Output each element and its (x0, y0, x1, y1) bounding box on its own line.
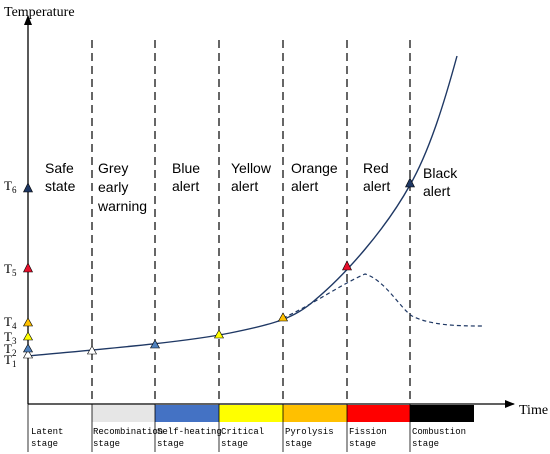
stage-bar-critical (219, 405, 283, 422)
y-tick-T1: T1 (4, 352, 16, 369)
stage-bar-combustion (410, 405, 474, 422)
stage-label-dividers (27, 404, 411, 452)
stage-bar-pyrolysis (283, 405, 347, 422)
y-tick-T6: T6 (4, 178, 17, 195)
marker-blue-point (149, 339, 161, 349)
marker-red-point (342, 260, 352, 271)
stage-label-pyrolysis: Pyrolysis stage (285, 427, 334, 449)
y-tick-T4: T4 (4, 314, 17, 331)
stage-bar-recombination (92, 405, 155, 422)
stage-label-critical: Critical stage (221, 427, 264, 449)
stage-bar-fission (347, 405, 410, 422)
alert-black: Black alert (423, 165, 461, 199)
stage-label-fission: Fission stage (349, 427, 387, 449)
markers (22, 177, 415, 359)
marker-grey-point (86, 345, 98, 355)
alert-orange: Orange alert (291, 160, 342, 194)
y-tick-T3: T3 (4, 329, 17, 346)
stage-bar-latent (28, 405, 92, 422)
marker-T1-axis (22, 349, 34, 359)
alert-yellow: Yellow alert (231, 160, 275, 194)
stage-label-self-heating: Self-heating stage (157, 427, 222, 449)
stage-label-combustion: Combustion stage (412, 427, 466, 449)
stage-bar-self-heating (155, 405, 219, 422)
alert-grey: Grey early warning (97, 160, 147, 214)
x-axis-label: Time (519, 403, 548, 418)
stage-dividers (91, 40, 411, 404)
marker-yellow-point (213, 329, 225, 339)
cooling-curve (282, 273, 483, 327)
alert-red: Red alert (363, 160, 393, 194)
stage-bar (28, 405, 474, 422)
marker-T4-axis (22, 317, 34, 327)
marker-T6-axis (23, 182, 33, 193)
stage-label-latent: Latent stage (31, 427, 63, 449)
stage-label-recombination: Recombination stage (93, 427, 163, 449)
marker-black-point (405, 177, 415, 188)
y-tick-T2: T2 (4, 341, 16, 358)
y-tick-T5: T5 (4, 261, 17, 278)
alert-safe: Safe state (45, 160, 78, 194)
alert-blue: Blue alert (172, 160, 204, 194)
marker-T2-axis (22, 343, 34, 353)
temperature-curve (27, 55, 458, 357)
marker-T5-axis (23, 262, 33, 273)
y-axis-label: Temperature (4, 5, 75, 20)
marker-T3-axis (22, 331, 34, 341)
marker-orange-point (277, 312, 289, 322)
